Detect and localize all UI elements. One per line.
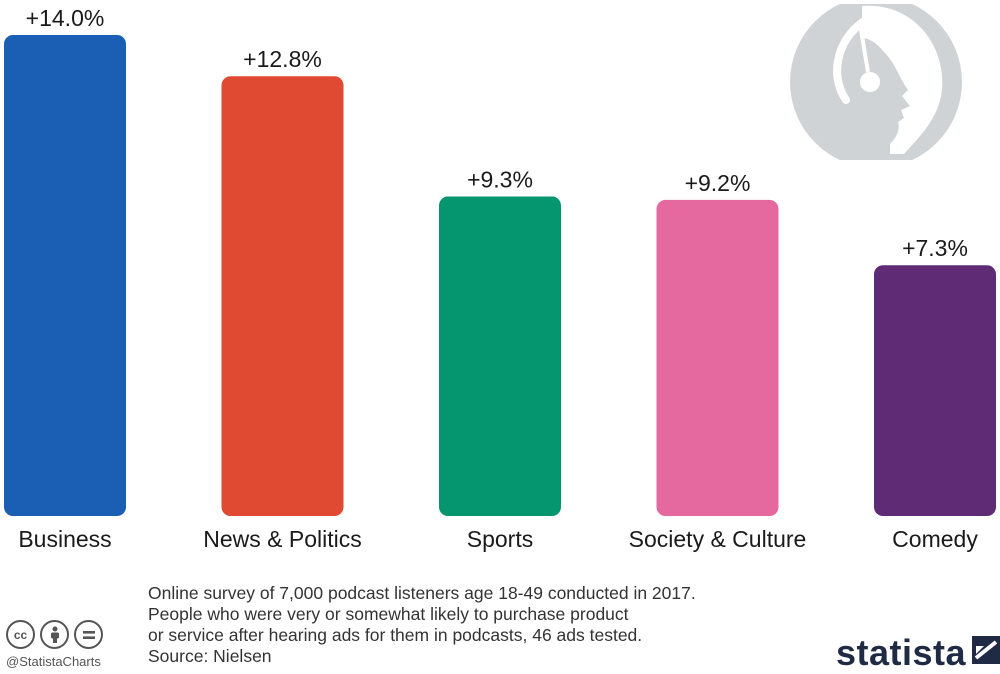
- value-label: +9.2%: [685, 170, 751, 196]
- category-label: News & Politics: [203, 526, 361, 552]
- category-label: Comedy: [892, 526, 978, 552]
- podcast-listener-headset-icon: [788, 0, 964, 168]
- bar-news-politics[interactable]: [221, 76, 344, 516]
- value-label: +7.3%: [902, 235, 968, 261]
- bar-sports[interactable]: [439, 196, 561, 516]
- statista-logo[interactable]: statista: [836, 631, 1000, 673]
- bar-business[interactable]: [4, 35, 126, 516]
- footnote-line: People who were very or somewhat likely …: [148, 604, 629, 624]
- footnote-line: or service after hearing ads for them in…: [148, 625, 643, 645]
- bar-comedy[interactable]: [874, 265, 996, 516]
- twitter-handle[interactable]: @StatistaCharts: [6, 654, 101, 669]
- category-label: Society & Culture: [629, 526, 807, 552]
- footnote-line: Online survey of 7,000 podcast listeners…: [148, 583, 696, 603]
- no-derivatives-icon[interactable]: [74, 620, 103, 649]
- source-note: Source: Nielsen: [148, 646, 272, 666]
- license-block: cc @StatistaCharts: [6, 620, 103, 669]
- bar-chart: +14.0% Business +12.8% News & Politics +9.3%…: [4, 5, 996, 552]
- footnote: Online survey of 7,000 podcast listeners…: [148, 583, 696, 667]
- category-label: Sports: [467, 526, 533, 552]
- category-label: Business: [18, 526, 111, 552]
- statista-mark-icon: [972, 636, 1000, 669]
- bar-society-culture[interactable]: [656, 199, 779, 516]
- brand-wordmark: statista: [836, 631, 967, 673]
- cc-icon[interactable]: cc: [6, 620, 35, 649]
- value-label: +12.8%: [243, 46, 322, 72]
- value-label: +14.0%: [26, 5, 105, 31]
- attribution-icon[interactable]: [40, 620, 69, 649]
- value-label: +9.3%: [467, 166, 533, 192]
